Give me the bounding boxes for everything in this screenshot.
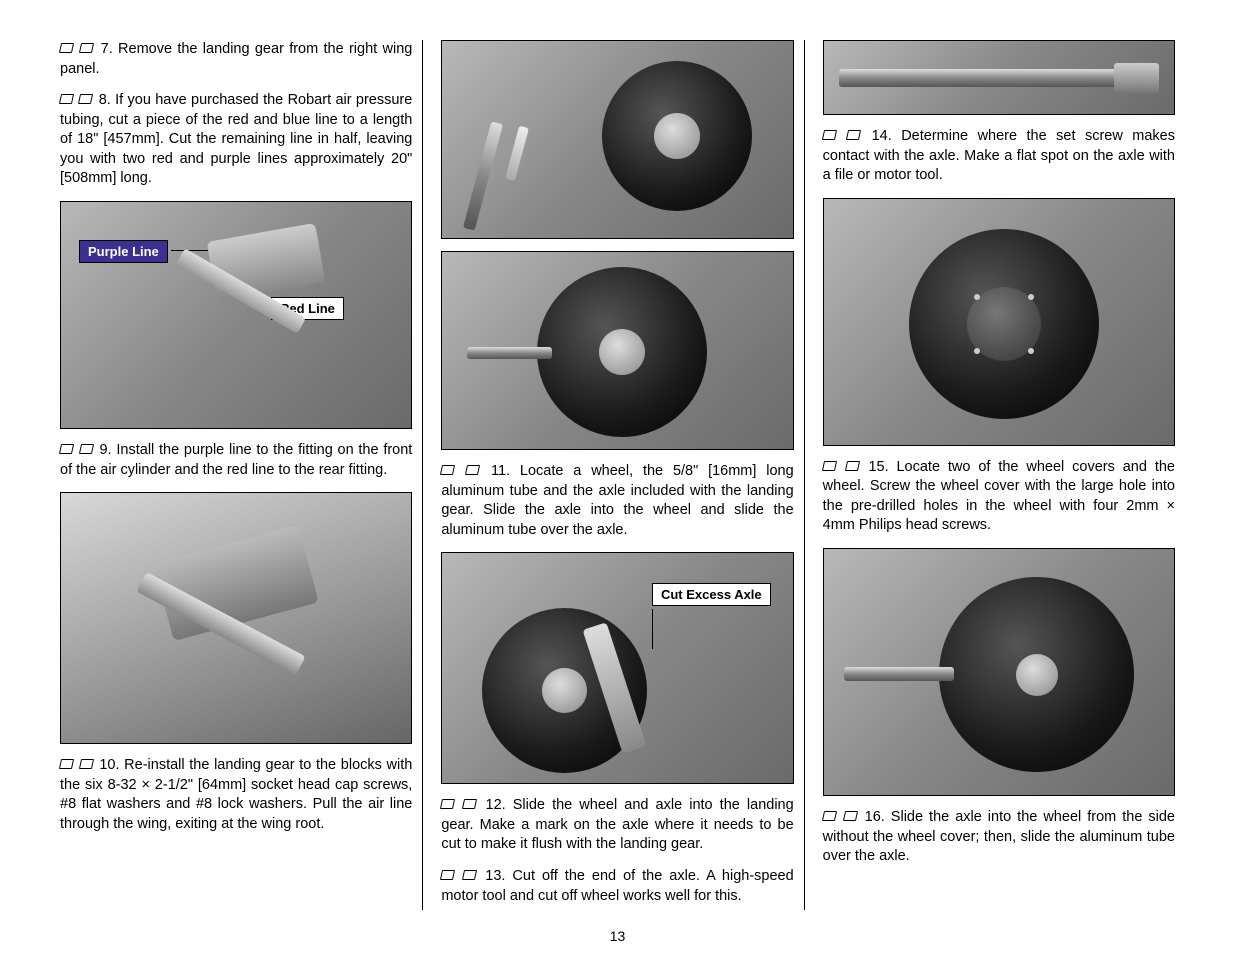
checkbox-icon bbox=[79, 43, 94, 53]
checkbox-icon bbox=[440, 465, 455, 475]
step-8: 8. If you have purchased the Robart air … bbox=[60, 91, 412, 189]
checkbox-icon bbox=[844, 461, 859, 471]
checkbox-icon bbox=[79, 444, 94, 454]
image-axle-flat-spot bbox=[823, 40, 1175, 115]
step-7: 7. Remove the landing gear from the righ… bbox=[60, 40, 412, 79]
step-12: 12. Slide the wheel and axle into the la… bbox=[441, 796, 793, 855]
image-gear-installed bbox=[60, 492, 412, 744]
axle-rod-icon bbox=[839, 69, 1149, 87]
checkbox-icon bbox=[822, 130, 837, 140]
step-8-text: 8. If you have purchased the Robart air … bbox=[60, 92, 412, 186]
step-9: 9. Install the purple line to the fittin… bbox=[60, 441, 412, 480]
image-cut-excess-axle: Cut Excess Axle bbox=[441, 552, 793, 784]
image-wheel-assembled bbox=[441, 251, 793, 450]
checkbox-icon bbox=[79, 759, 94, 769]
checkbox-icon bbox=[462, 799, 477, 809]
step-16: 16. Slide the axle into the wheel from t… bbox=[823, 808, 1175, 867]
step-10-text: 10. Re-install the landing gear to the b… bbox=[60, 757, 412, 832]
step-15-text: 15. Locate two of the wheel covers and t… bbox=[823, 459, 1175, 534]
screw-icon bbox=[974, 348, 980, 354]
checkbox-icon bbox=[822, 461, 837, 471]
three-column-layout: 7. Remove the landing gear from the righ… bbox=[60, 40, 1175, 910]
wheel-hub-icon bbox=[599, 329, 645, 375]
screw-icon bbox=[1028, 294, 1034, 300]
axle-rod-icon bbox=[467, 347, 552, 359]
step-16-text: 16. Slide the axle into the wheel from t… bbox=[823, 809, 1175, 864]
checkbox-icon bbox=[465, 465, 480, 475]
checkbox-icon bbox=[59, 94, 74, 104]
step-14: 14. Determine where the set screw makes … bbox=[823, 127, 1175, 186]
checkbox-icon bbox=[822, 811, 837, 821]
step-7-text: 7. Remove the landing gear from the righ… bbox=[60, 41, 412, 77]
step-14-text: 14. Determine where the set screw makes … bbox=[823, 128, 1175, 183]
wheel-hub-icon bbox=[1016, 654, 1058, 696]
screw-icon bbox=[1028, 348, 1034, 354]
step-13: 13. Cut off the end of the axle. A high-… bbox=[441, 867, 793, 906]
image-lines-fittings: Purple Line Red Line bbox=[60, 201, 412, 429]
pointer-line bbox=[652, 609, 653, 649]
page-number: 13 bbox=[610, 928, 626, 944]
step-10: 10. Re-install the landing gear to the b… bbox=[60, 756, 412, 834]
checkbox-icon bbox=[440, 799, 455, 809]
checkbox-icon bbox=[59, 43, 74, 53]
wheel-hub-icon bbox=[654, 113, 700, 159]
column-2: 11. Locate a wheel, the 5/8" [16mm] long… bbox=[441, 40, 804, 910]
image-wheel-axle-parts bbox=[441, 40, 793, 239]
checkbox-icon bbox=[462, 870, 477, 880]
axle-icon bbox=[463, 121, 503, 230]
step-13-text: 13. Cut off the end of the axle. A high-… bbox=[441, 868, 793, 904]
image-wheel-covers bbox=[823, 198, 1175, 446]
label-cut-excess-axle: Cut Excess Axle bbox=[652, 583, 771, 606]
image-axle-into-wheel bbox=[823, 548, 1175, 796]
column-3: 14. Determine where the set screw makes … bbox=[823, 40, 1175, 910]
screw-icon bbox=[974, 294, 980, 300]
axle-rod-icon bbox=[844, 667, 954, 681]
checkbox-icon bbox=[78, 94, 93, 104]
checkbox-icon bbox=[59, 444, 74, 454]
column-1: 7. Remove the landing gear from the righ… bbox=[60, 40, 423, 910]
checkbox-icon bbox=[59, 759, 74, 769]
axle-head-icon bbox=[1114, 63, 1159, 93]
checkbox-icon bbox=[843, 811, 858, 821]
step-11: 11. Locate a wheel, the 5/8" [16mm] long… bbox=[441, 462, 793, 540]
label-purple-line: Purple Line bbox=[79, 240, 168, 263]
step-9-text: 9. Install the purple line to the fittin… bbox=[60, 442, 412, 478]
tube-icon bbox=[505, 126, 529, 182]
step-12-text: 12. Slide the wheel and axle into the la… bbox=[441, 797, 793, 852]
checkbox-icon bbox=[440, 870, 455, 880]
checkbox-icon bbox=[846, 130, 861, 140]
step-15: 15. Locate two of the wheel covers and t… bbox=[823, 458, 1175, 536]
step-11-text: 11. Locate a wheel, the 5/8" [16mm] long… bbox=[441, 463, 793, 538]
